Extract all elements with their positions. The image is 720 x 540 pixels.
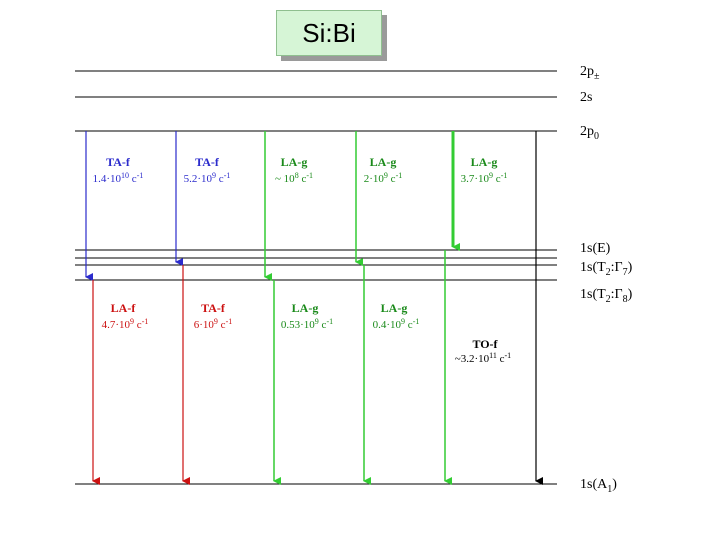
level-label-1s-T2G7: 1s(T2:Γ7): [580, 260, 633, 278]
label-upper-3: LA-g ~ 108 c-1: [275, 155, 313, 185]
diagram-title: Si:Bi: [302, 17, 356, 48]
transition-rate: 2·109 c-1: [364, 171, 402, 185]
transition-name: LA-g: [281, 155, 308, 169]
label-lower-1: LA-f 4.7·109 c-1: [102, 301, 149, 331]
transition-rate: 3.7·109 c-1: [461, 171, 508, 185]
label-upper-5: LA-g 3.7·109 c-1: [461, 155, 508, 185]
title-box: Si:Bi: [276, 10, 382, 56]
transition-name: LA-f: [111, 301, 137, 315]
label-lower-5: TO-f ~3.2·1011 c-1: [446, 337, 526, 367]
level-label-1s-A1: 1s(A1): [580, 477, 617, 495]
label-lower-3: LA-g 0.53·109 c-1: [281, 301, 333, 331]
level-label-1s-E: 1s(E): [580, 241, 611, 256]
transition-name: TO-f: [472, 337, 498, 351]
level-label-2p0: 2p0: [580, 124, 599, 142]
level-label-2s: 2s: [580, 90, 592, 105]
transition-name: TA-f: [106, 155, 131, 169]
label-lower-2: TA-f 6·109 c-1: [194, 301, 232, 331]
transition-rate: ~3.2·1011 c-1: [455, 351, 511, 365]
label-lower-4: LA-g 0.4·109 c-1: [373, 301, 420, 331]
transition-name: LA-g: [471, 155, 498, 169]
transition-rate: ~ 108 c-1: [275, 171, 313, 185]
transition-rate: 4.7·109 c-1: [102, 317, 149, 331]
transition-name: TA-f: [201, 301, 226, 315]
transition-name: LA-g: [370, 155, 397, 169]
level-label-2p-pm: 2p±: [580, 64, 600, 82]
transition-name: TA-f: [195, 155, 220, 169]
label-upper-2: TA-f 5.2·109 c-1: [184, 155, 231, 185]
transition-rate: 0.53·109 c-1: [281, 317, 333, 331]
transition-rate: 5.2·109 c-1: [184, 171, 231, 185]
transition-name: LA-g: [292, 301, 319, 315]
to-f-label-bg: [446, 337, 526, 367]
label-upper-1: TA-f 1.4·1010 c-1: [93, 155, 144, 185]
transition-rate: 6·109 c-1: [194, 317, 232, 331]
transition-rate: 0.4·109 c-1: [373, 317, 420, 331]
transition-rate: 1.4·1010 c-1: [93, 171, 144, 185]
label-upper-4: LA-g 2·109 c-1: [364, 155, 402, 185]
level-label-1s-T2G8: 1s(T2:Γ8): [580, 287, 633, 305]
transition-name: LA-g: [381, 301, 408, 315]
